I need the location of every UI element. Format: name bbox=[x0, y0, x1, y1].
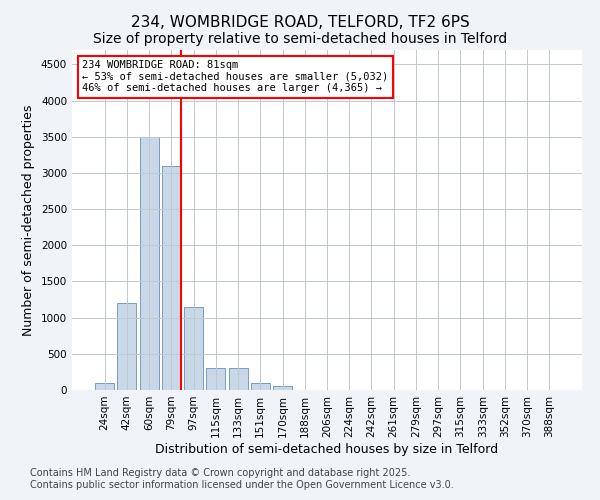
Text: 234 WOMBRIDGE ROAD: 81sqm
← 53% of semi-detached houses are smaller (5,032)
46% : 234 WOMBRIDGE ROAD: 81sqm ← 53% of semi-… bbox=[82, 60, 388, 94]
Bar bbox=[206, 368, 225, 390]
Text: 234, WOMBRIDGE ROAD, TELFORD, TF2 6PS: 234, WOMBRIDGE ROAD, TELFORD, TF2 6PS bbox=[131, 15, 469, 30]
Bar bbox=[118, 303, 136, 390]
Bar bbox=[95, 383, 114, 390]
Bar bbox=[273, 386, 292, 390]
X-axis label: Distribution of semi-detached houses by size in Telford: Distribution of semi-detached houses by … bbox=[155, 442, 499, 456]
Text: Contains HM Land Registry data © Crown copyright and database right 2025.
Contai: Contains HM Land Registry data © Crown c… bbox=[30, 468, 454, 490]
Y-axis label: Number of semi-detached properties: Number of semi-detached properties bbox=[22, 104, 35, 336]
Bar bbox=[229, 368, 248, 390]
Bar bbox=[184, 307, 203, 390]
Bar bbox=[251, 383, 270, 390]
Text: Size of property relative to semi-detached houses in Telford: Size of property relative to semi-detach… bbox=[93, 32, 507, 46]
Bar bbox=[140, 137, 158, 390]
Bar bbox=[162, 166, 181, 390]
